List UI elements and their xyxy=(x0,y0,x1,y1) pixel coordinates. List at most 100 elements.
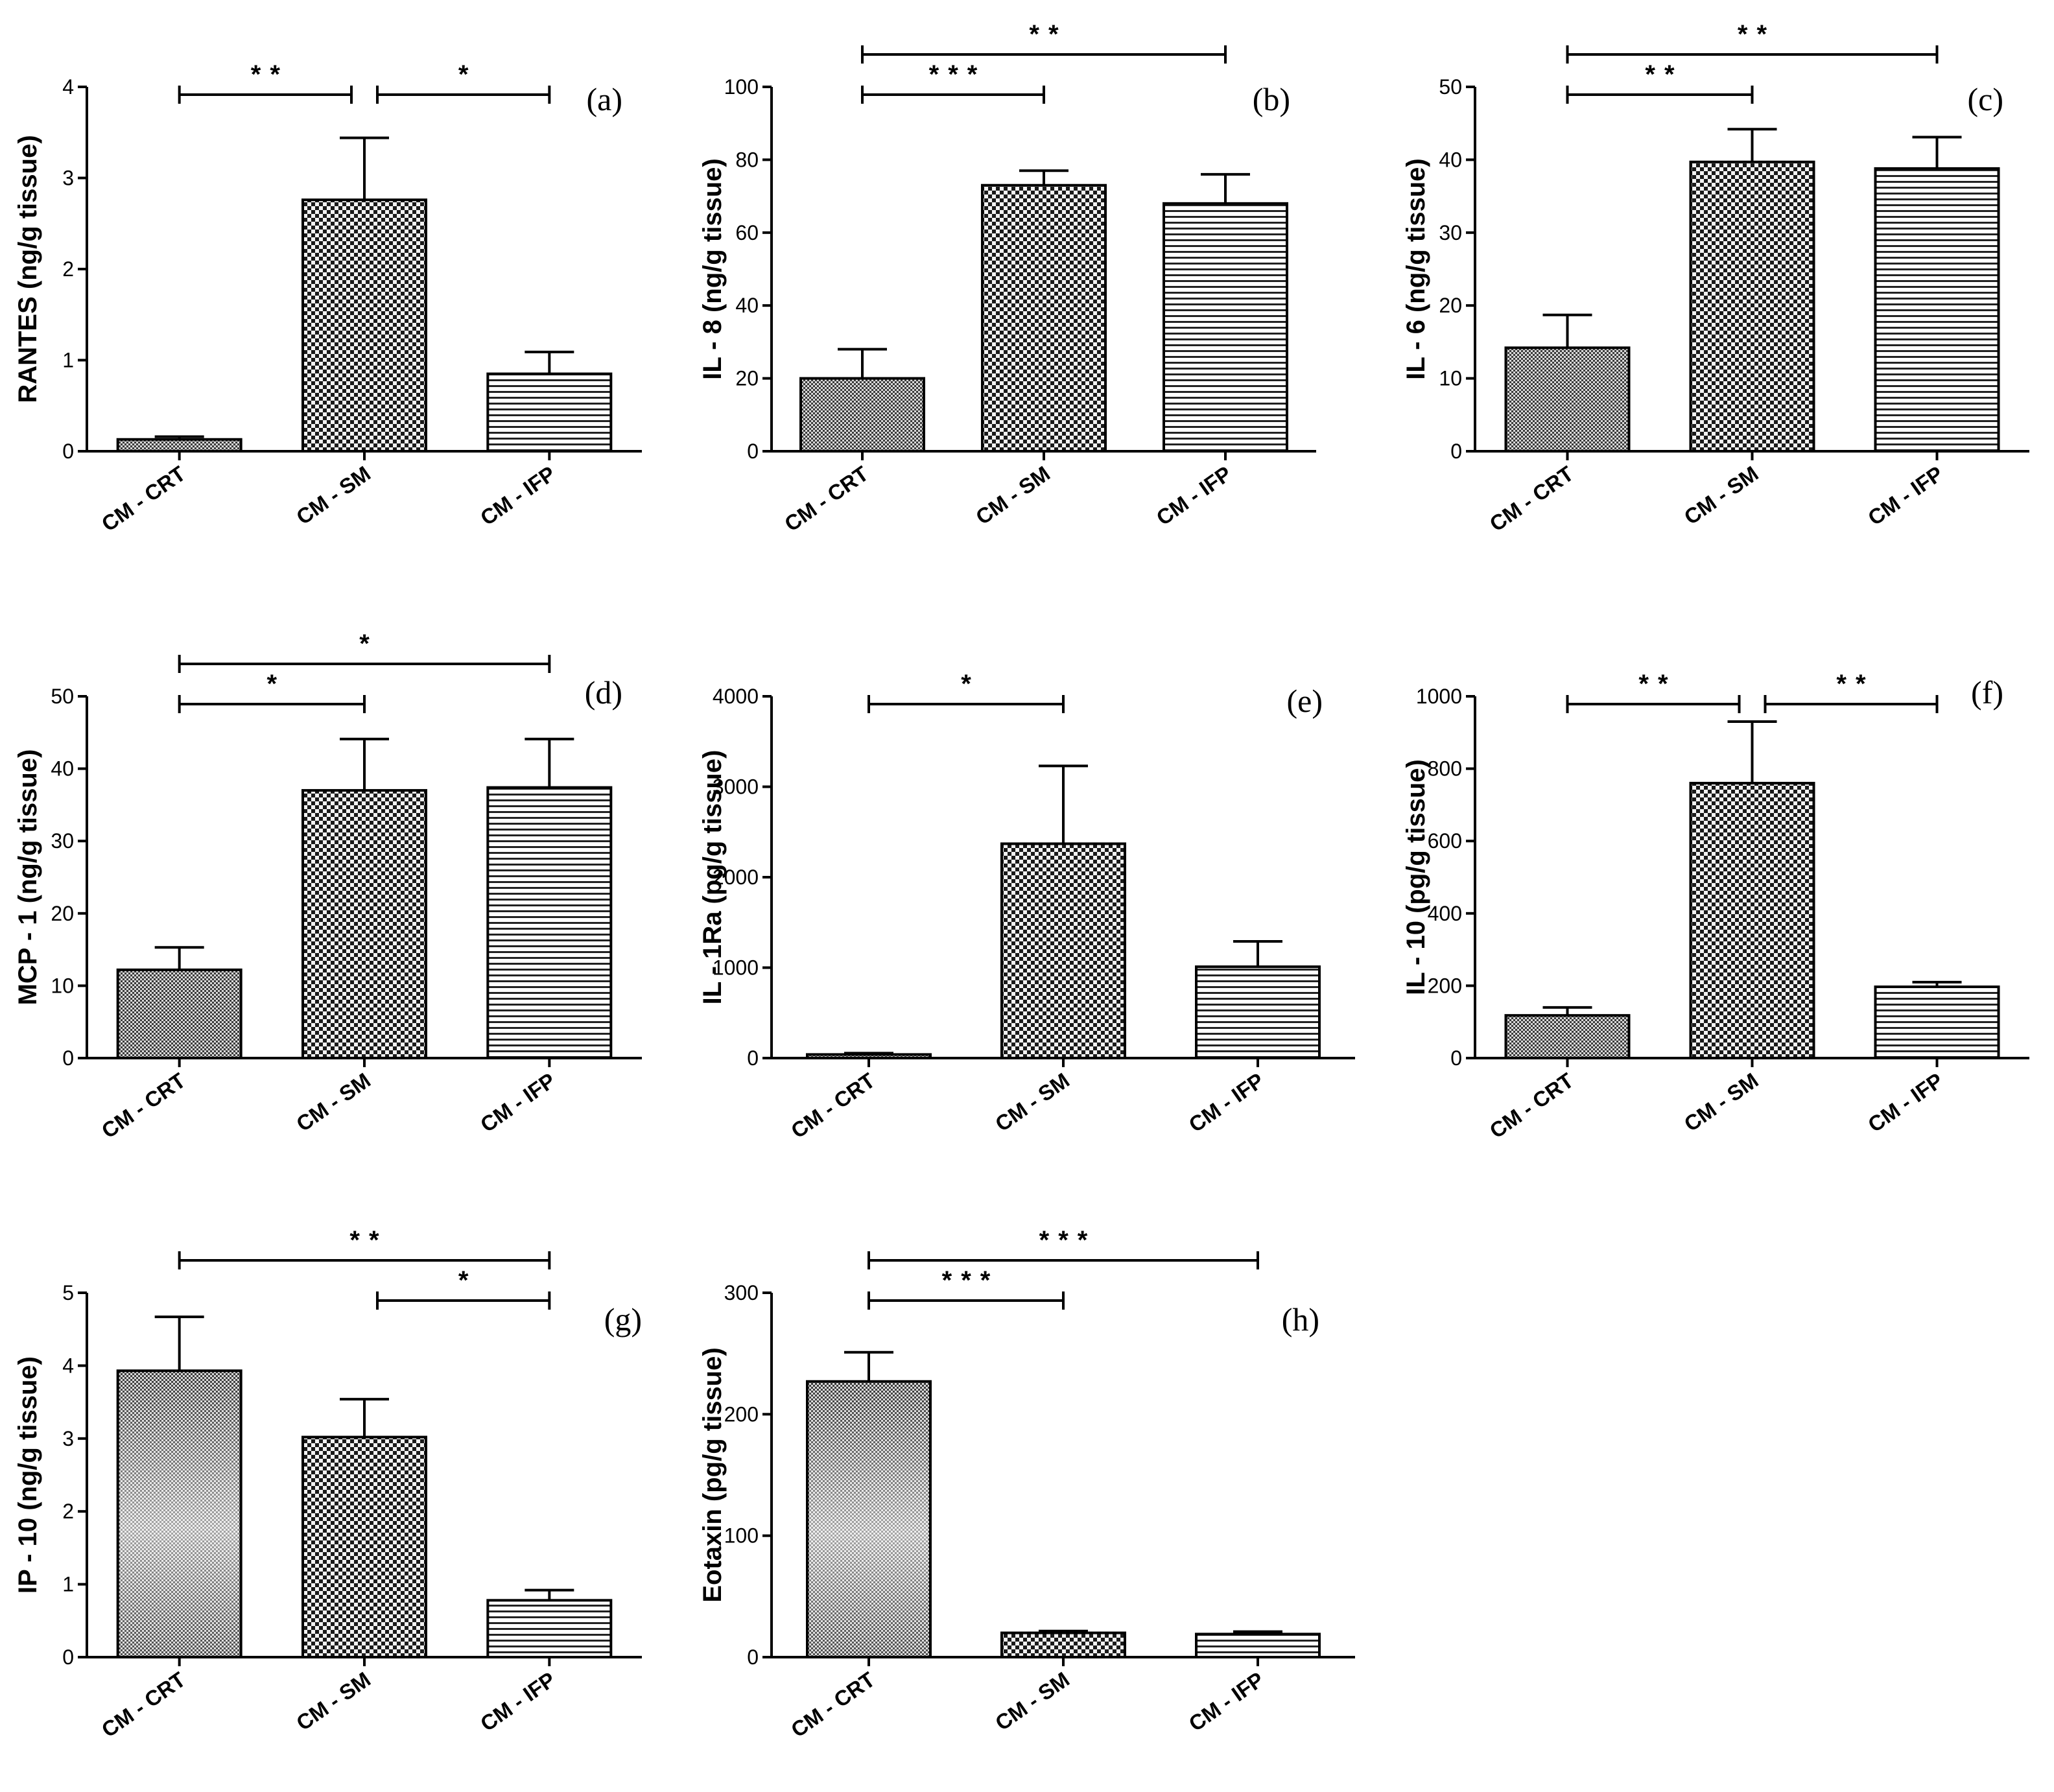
category-label: CM - CRT xyxy=(786,1667,879,1741)
bar-sm xyxy=(1000,1631,1126,1659)
panel-letter: (h) xyxy=(1282,1301,1319,1338)
bar-crt xyxy=(116,968,242,1060)
y-axis-label: IL - 1Ra (pg/g tissue) xyxy=(698,750,727,1005)
bar-crt xyxy=(116,438,242,453)
panel-b: 0 20 40 60 80 100 IL - 8 (ng/g tissue) CM - CRT… xyxy=(698,20,1316,536)
y-tick-label: 40 xyxy=(1439,148,1462,171)
y-tick-label: 10 xyxy=(1439,367,1462,390)
bar-sm xyxy=(1689,160,1815,453)
category-label: CM - IFP xyxy=(1185,1667,1268,1736)
bar-crt xyxy=(799,377,925,453)
panel-d: 0 10 20 30 40 50 MCP - 1 (ng/g tissue) CM - CRT… xyxy=(14,630,642,1143)
category-label: CM - CRT xyxy=(786,1068,879,1142)
y-tick-label: 4000 xyxy=(713,685,759,708)
panel-letter: (f) xyxy=(1971,674,2003,711)
category-label: CM - SM xyxy=(1680,461,1763,529)
bar-sm xyxy=(1689,781,1815,1060)
significance-stars: * xyxy=(458,1266,478,1295)
bar-sm xyxy=(981,183,1107,453)
y-tick-label: 80 xyxy=(735,148,759,171)
significance-stars: ** xyxy=(349,1226,388,1255)
y-tick-label: 1000 xyxy=(1416,685,1462,708)
y-tick-label: 30 xyxy=(51,829,74,853)
category-label: CM - CRT xyxy=(1485,1068,1578,1142)
category-label: CM - CRT xyxy=(97,1667,190,1741)
bar-crt xyxy=(806,1053,932,1060)
category-label: CM - IFP xyxy=(1152,461,1236,530)
panel-letter: (a) xyxy=(587,81,623,117)
y-tick-label: 2000 xyxy=(713,866,759,889)
y-tick-label: 50 xyxy=(51,685,74,708)
bar-ifp xyxy=(486,786,613,1059)
category-label: CM - SM xyxy=(971,461,1054,529)
y-tick-label: 800 xyxy=(1428,757,1462,781)
category-label: CM - SM xyxy=(292,1667,375,1735)
y-tick-label: 0 xyxy=(747,1046,759,1070)
y-tick-label: 300 xyxy=(724,1281,759,1304)
panel-a: 0 1 2 3 4 RANTES (ng/g tissue) CM - CRT CM - SM… xyxy=(14,60,642,536)
category-label: CM - CRT xyxy=(780,461,873,536)
category-label: CM - SM xyxy=(991,1068,1074,1136)
y-tick-label: 400 xyxy=(1428,902,1462,925)
y-tick-label: 1 xyxy=(62,349,74,372)
category-label: CM - SM xyxy=(292,1068,375,1136)
y-tick-label: 3 xyxy=(62,167,74,190)
category-label: CM - SM xyxy=(292,461,375,529)
bar-sm xyxy=(1000,842,1126,1059)
y-axis-label: IL - 8 (ng/g tissue) xyxy=(698,158,727,380)
y-tick-label: 20 xyxy=(735,367,759,390)
bar-crt xyxy=(1504,346,1631,453)
panel-letter: (d) xyxy=(585,674,622,711)
bar-sm xyxy=(301,1435,427,1658)
category-label: CM - SM xyxy=(991,1667,1074,1735)
y-tick-label: 40 xyxy=(735,294,759,317)
significance-stars: *** xyxy=(942,1266,1000,1295)
bar-crt xyxy=(1504,1014,1631,1060)
y-tick-label: 20 xyxy=(51,902,74,925)
y-axis-label: RANTES (ng/g tissue) xyxy=(14,135,42,403)
bar-ifp xyxy=(486,372,613,453)
category-label: CM - CRT xyxy=(1485,461,1578,536)
y-tick-label: 3 xyxy=(62,1427,74,1450)
y-tick-label: 0 xyxy=(62,1645,74,1669)
y-tick-label: 1 xyxy=(62,1573,74,1596)
y-tick-label: 3000 xyxy=(713,775,759,799)
significance-stars: * xyxy=(359,630,379,658)
y-tick-label: 100 xyxy=(724,75,759,99)
y-tick-label: 0 xyxy=(747,1645,759,1669)
significance-stars: * xyxy=(267,670,287,698)
y-tick-label: 30 xyxy=(1439,221,1462,244)
panel-c: 0 10 20 30 40 50 IL - 6 (ng/g tissue) CM - CRT C… xyxy=(1402,20,2029,536)
significance-stars: * xyxy=(961,670,980,698)
panel-e: 0 1000 2000 3000 4000 IL - 1Ra (pg/g tissue) C… xyxy=(698,670,1355,1143)
y-tick-label: 1000 xyxy=(713,956,759,980)
panel-g: 0 1 2 3 4 5 IP - 10 (ng/g tissue) CM - CRT CM - … xyxy=(14,1226,642,1742)
bar-shading xyxy=(809,1383,928,1655)
y-tick-label: 0 xyxy=(62,1046,74,1070)
panel-f: 0 200 400 600 800 1000 IL - 10 (pg/g tissue) CM… xyxy=(1402,670,2029,1143)
bar-shading xyxy=(119,1373,239,1655)
y-tick-label: 100 xyxy=(724,1524,759,1548)
panel-h: 0 100 200 300 Eotaxin (pg/g tissue) CM - CRT C… xyxy=(698,1226,1355,1742)
y-tick-label: 0 xyxy=(1450,440,1462,463)
bar-sm xyxy=(301,198,427,453)
y-tick-label: 200 xyxy=(724,1402,759,1426)
category-label: CM - CRT xyxy=(97,461,190,536)
category-label: CM - IFP xyxy=(1185,1068,1268,1137)
y-tick-label: 0 xyxy=(1450,1046,1462,1070)
category-label: CM - SM xyxy=(1680,1068,1763,1136)
category-label: CM - IFP xyxy=(1863,461,1947,530)
panel-letter: (e) xyxy=(1287,683,1323,719)
y-tick-label: 4 xyxy=(62,75,74,99)
bar-ifp xyxy=(1163,202,1288,453)
y-axis-label: IP - 10 (ng/g tissue) xyxy=(14,1356,42,1594)
bar-sm xyxy=(301,789,427,1059)
significance-stars: ** xyxy=(1738,20,1776,49)
y-tick-label: 2 xyxy=(62,1500,74,1523)
bar-ifp xyxy=(1874,167,2000,453)
category-label: CM - IFP xyxy=(476,1068,560,1137)
y-tick-label: 0 xyxy=(747,440,759,463)
bar-ifp xyxy=(1195,1633,1321,1659)
y-tick-label: 50 xyxy=(1439,75,1462,99)
